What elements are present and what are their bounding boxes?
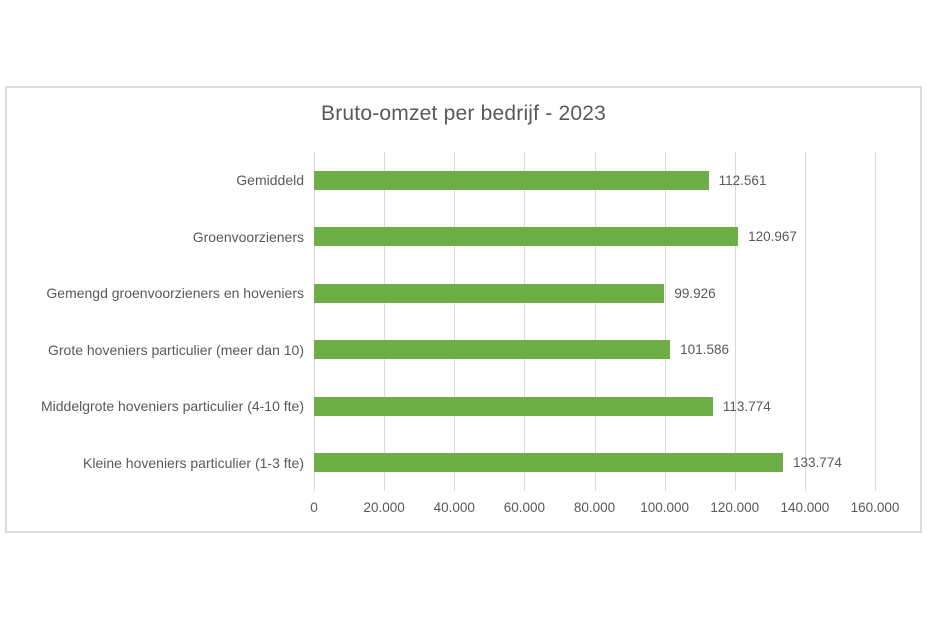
- x-tick-label: 80.000: [573, 500, 616, 515]
- plot-area: 112.561 120.967 99.926 101.586 113.774 133.77…: [314, 152, 876, 491]
- gridline: [734, 152, 736, 491]
- x-tick-label: 20.000: [363, 500, 405, 515]
- gridline: [454, 152, 456, 491]
- gridline: [804, 152, 806, 491]
- bar: [314, 227, 739, 247]
- x-tick-label: 140.000: [780, 500, 830, 515]
- category-label: Grote hoveniers particulier (meer dan 10…: [47, 341, 304, 358]
- value-label: 101.586: [680, 342, 729, 358]
- x-tick-label: 160.000: [850, 500, 900, 515]
- gridline: [384, 152, 386, 491]
- x-tick-label: 120.000: [710, 500, 760, 515]
- bar: [314, 396, 713, 416]
- category-label: Groenvoorzieners: [192, 228, 304, 245]
- x-tick-label: 0: [310, 500, 318, 515]
- gridline: [594, 152, 596, 491]
- bar: [314, 283, 665, 303]
- x-tick-label: 100.000: [640, 500, 690, 515]
- x-axis-labels: 0 20.000 40.000 60.000 80.000 100.000 120.000 1…: [310, 500, 899, 520]
- value-label: 99.926: [674, 285, 716, 301]
- gridline: [664, 152, 666, 491]
- gridline: [524, 152, 526, 491]
- bar: [314, 453, 784, 473]
- category-label: Gemiddeld: [236, 172, 304, 188]
- category-label: Gemengd groenvoorzieners en hoveniers: [46, 285, 304, 301]
- category-label: Middelgrote hoveniers particulier (4-10 …: [40, 398, 304, 414]
- y-axis-labels: Gemiddeld Groenvoorzieners Gemengd groenvo…: [7, 152, 304, 491]
- gridline: [314, 152, 315, 491]
- bar: [314, 340, 671, 360]
- value-label: 133.774: [793, 455, 842, 471]
- chart-frame: Bruto-omzet per bedrijf - 2023 Gemiddeld…: [5, 86, 922, 533]
- bar: [314, 170, 709, 190]
- value-label: 113.774: [722, 398, 771, 414]
- value-label: 112.561: [718, 172, 767, 188]
- x-tick-label: 60.000: [503, 500, 546, 515]
- gridline: [875, 152, 876, 491]
- x-tick-label: 40.000: [433, 500, 475, 515]
- category-label: Kleine hoveniers particulier (1-3 fte): [83, 454, 304, 471]
- chart-title: Bruto-omzet per bedrijf - 2023: [321, 102, 606, 125]
- value-label: 120.967: [748, 229, 797, 245]
